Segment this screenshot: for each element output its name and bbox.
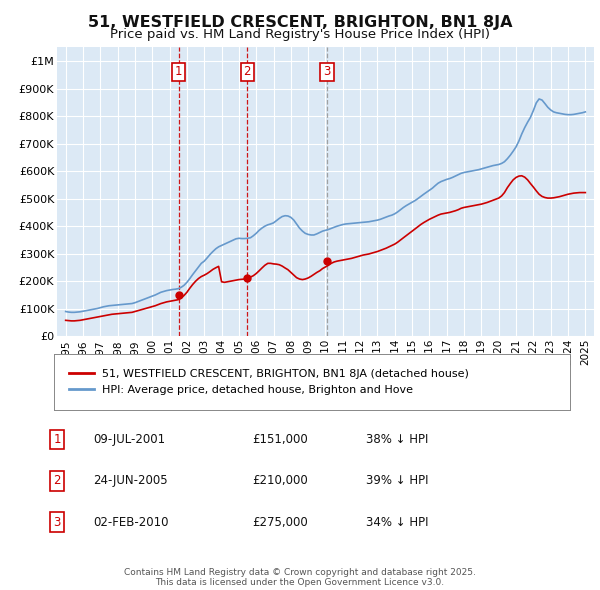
Text: Contains HM Land Registry data © Crown copyright and database right 2025.
This d: Contains HM Land Registry data © Crown c…: [124, 568, 476, 587]
Text: £275,000: £275,000: [252, 516, 308, 529]
Text: 39% ↓ HPI: 39% ↓ HPI: [366, 474, 428, 487]
Text: £151,000: £151,000: [252, 433, 308, 446]
Text: 38% ↓ HPI: 38% ↓ HPI: [366, 433, 428, 446]
Text: 1: 1: [53, 433, 61, 446]
Legend: 51, WESTFIELD CRESCENT, BRIGHTON, BN1 8JA (detached house), HPI: Average price, : 51, WESTFIELD CRESCENT, BRIGHTON, BN1 8J…: [65, 365, 474, 399]
Text: 09-JUL-2001: 09-JUL-2001: [93, 433, 165, 446]
Text: Price paid vs. HM Land Registry's House Price Index (HPI): Price paid vs. HM Land Registry's House …: [110, 28, 490, 41]
Text: 3: 3: [323, 65, 331, 78]
Text: 2: 2: [53, 474, 61, 487]
Text: 02-FEB-2010: 02-FEB-2010: [93, 516, 169, 529]
Text: 1: 1: [175, 65, 182, 78]
Text: 3: 3: [53, 516, 61, 529]
Text: 24-JUN-2005: 24-JUN-2005: [93, 474, 167, 487]
Text: 34% ↓ HPI: 34% ↓ HPI: [366, 516, 428, 529]
Text: 2: 2: [244, 65, 251, 78]
Text: 51, WESTFIELD CRESCENT, BRIGHTON, BN1 8JA: 51, WESTFIELD CRESCENT, BRIGHTON, BN1 8J…: [88, 15, 512, 30]
Text: £210,000: £210,000: [252, 474, 308, 487]
